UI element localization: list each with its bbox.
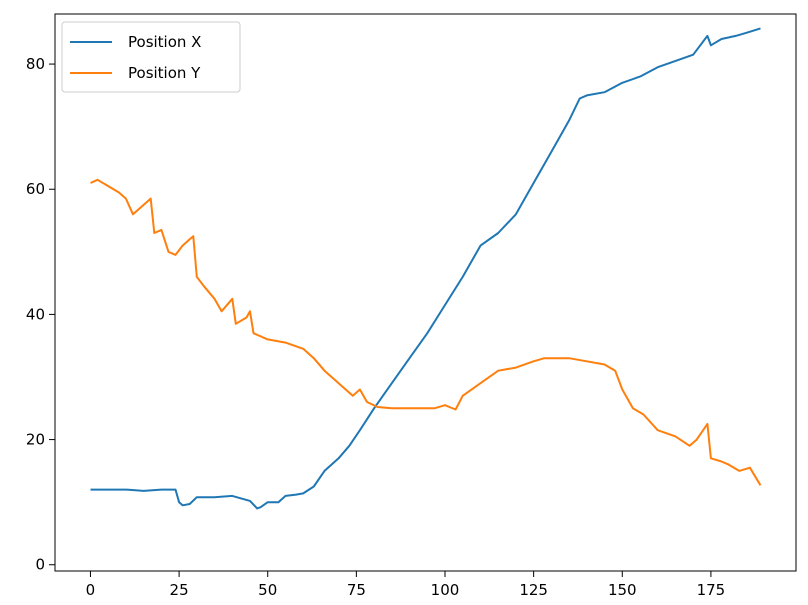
x-tick-label: 175 (697, 581, 726, 599)
x-tick-label: 150 (608, 581, 637, 599)
y-tick-label: 0 (35, 556, 45, 574)
x-tick-label: 0 (86, 581, 96, 599)
legend-box (61, 21, 241, 93)
y-tick-label: 80 (26, 55, 45, 73)
legend-label-position-x: Position X (128, 33, 201, 51)
y-tick-label: 60 (26, 180, 45, 198)
series-lines (90, 27, 762, 510)
legend-label-position-y: Position Y (128, 64, 201, 82)
legend: Position X Position Y (61, 21, 241, 93)
x-axis-ticks: 0 25 50 75 100 125 150 175 (86, 571, 726, 599)
y-tick-label: 40 (26, 305, 45, 323)
series-line-position-x (90, 27, 761, 510)
x-tick-label: 50 (258, 581, 277, 599)
y-axis-ticks: 0 20 40 60 80 (26, 55, 55, 574)
y-tick-label: 20 (26, 431, 45, 449)
plot-frame (54, 13, 797, 572)
x-tick-label: 25 (170, 581, 189, 599)
x-tick-label: 75 (347, 581, 366, 599)
series-line-position-y (90, 178, 762, 486)
x-tick-label: 125 (519, 581, 548, 599)
x-tick-label: 100 (431, 581, 460, 599)
